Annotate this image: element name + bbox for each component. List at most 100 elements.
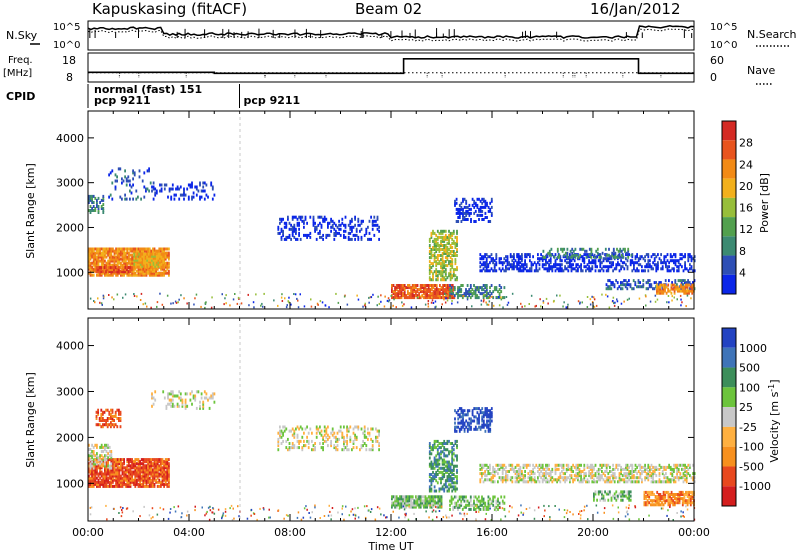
data-cell bbox=[158, 249, 161, 253]
data-cell bbox=[441, 303, 443, 306]
data-cell bbox=[344, 225, 347, 229]
data-cell bbox=[430, 248, 433, 251]
data-cell bbox=[434, 499, 436, 503]
data-cell bbox=[454, 481, 457, 485]
data-cell bbox=[569, 259, 571, 263]
data-cell bbox=[676, 287, 679, 291]
data-cell bbox=[458, 203, 461, 207]
data-cell bbox=[139, 476, 141, 480]
data-cell bbox=[479, 499, 482, 503]
data-cell bbox=[299, 425, 302, 429]
data-cell bbox=[96, 263, 98, 267]
data-cell bbox=[451, 470, 454, 474]
data-cell bbox=[493, 286, 496, 290]
data-cell bbox=[435, 489, 438, 493]
data-cell bbox=[108, 410, 111, 414]
data-cell bbox=[416, 495, 419, 499]
data-cell bbox=[112, 263, 114, 267]
data-cell bbox=[489, 255, 491, 259]
data-cell bbox=[490, 501, 493, 505]
data-cell bbox=[102, 261, 105, 265]
data-cell bbox=[589, 303, 592, 306]
data-cell bbox=[569, 249, 572, 253]
data-cell bbox=[479, 253, 482, 257]
data-cell bbox=[89, 249, 92, 253]
data-cell bbox=[132, 460, 135, 464]
data-cell bbox=[400, 292, 403, 296]
data-cell bbox=[357, 425, 360, 429]
data-cell bbox=[454, 258, 457, 262]
data-cell bbox=[506, 261, 509, 265]
data-cell bbox=[444, 233, 447, 237]
data-cell bbox=[416, 288, 419, 292]
data-cell bbox=[497, 290, 499, 294]
data-cell bbox=[303, 444, 305, 448]
data-cell bbox=[145, 464, 148, 468]
data-cell bbox=[648, 285, 651, 289]
data-cell bbox=[171, 404, 174, 408]
data-cell bbox=[168, 271, 170, 275]
data-cell bbox=[485, 263, 488, 267]
data-cell bbox=[436, 254, 439, 257]
data-cell bbox=[115, 474, 117, 478]
data-cell bbox=[165, 183, 168, 187]
data-cell bbox=[432, 444, 434, 448]
data-cell bbox=[197, 390, 200, 394]
data-cell bbox=[89, 263, 92, 267]
data-cell bbox=[105, 474, 108, 478]
data-cell bbox=[121, 466, 124, 470]
data-cell bbox=[446, 477, 449, 481]
data-cell bbox=[285, 427, 288, 431]
data-cell bbox=[624, 285, 627, 289]
data-cell bbox=[143, 260, 145, 264]
data-cell bbox=[98, 417, 101, 420]
data-cell bbox=[144, 480, 146, 484]
data-cell bbox=[173, 197, 176, 201]
data-cell bbox=[168, 398, 171, 402]
data-cell bbox=[548, 259, 550, 263]
data-cell bbox=[145, 474, 148, 478]
data-cell bbox=[617, 261, 619, 265]
data-cell bbox=[418, 499, 420, 503]
data-cell bbox=[556, 294, 558, 297]
data-cell bbox=[608, 287, 611, 291]
data-cell bbox=[304, 217, 307, 221]
data-cell bbox=[637, 259, 640, 263]
data-cell bbox=[448, 229, 450, 233]
data-cell bbox=[115, 273, 117, 277]
data-cell bbox=[153, 464, 156, 468]
data-cell bbox=[433, 456, 436, 460]
data-cell bbox=[144, 302, 147, 305]
velocity-scatter bbox=[88, 390, 696, 521]
data-cell bbox=[485, 505, 488, 509]
data-cell bbox=[489, 478, 491, 482]
data-cell bbox=[484, 199, 487, 203]
data-cell bbox=[432, 272, 434, 276]
data-cell bbox=[295, 237, 297, 241]
data-cell bbox=[368, 433, 371, 437]
data-cell bbox=[664, 279, 667, 283]
data-cell bbox=[392, 284, 395, 287]
data-cell bbox=[681, 287, 684, 291]
data-cell bbox=[449, 479, 452, 483]
data-cell bbox=[476, 503, 479, 507]
data-cell bbox=[448, 460, 450, 464]
data-cell bbox=[115, 249, 117, 253]
data-cell bbox=[124, 193, 126, 197]
data-cell bbox=[319, 442, 321, 445]
data-cell bbox=[436, 237, 439, 241]
data-cell bbox=[315, 225, 318, 229]
data-cell bbox=[677, 261, 680, 265]
data-cell bbox=[410, 497, 412, 501]
data-cell bbox=[133, 254, 136, 258]
data-cell bbox=[497, 497, 499, 501]
data-cell bbox=[435, 256, 438, 260]
data-cell bbox=[456, 229, 458, 233]
data-cell bbox=[624, 247, 626, 251]
data-cell bbox=[111, 197, 114, 201]
data-cell bbox=[166, 458, 169, 462]
data-cell bbox=[688, 283, 690, 287]
data-cell bbox=[608, 253, 610, 257]
data-cell bbox=[280, 429, 283, 433]
data-cell bbox=[438, 235, 441, 239]
